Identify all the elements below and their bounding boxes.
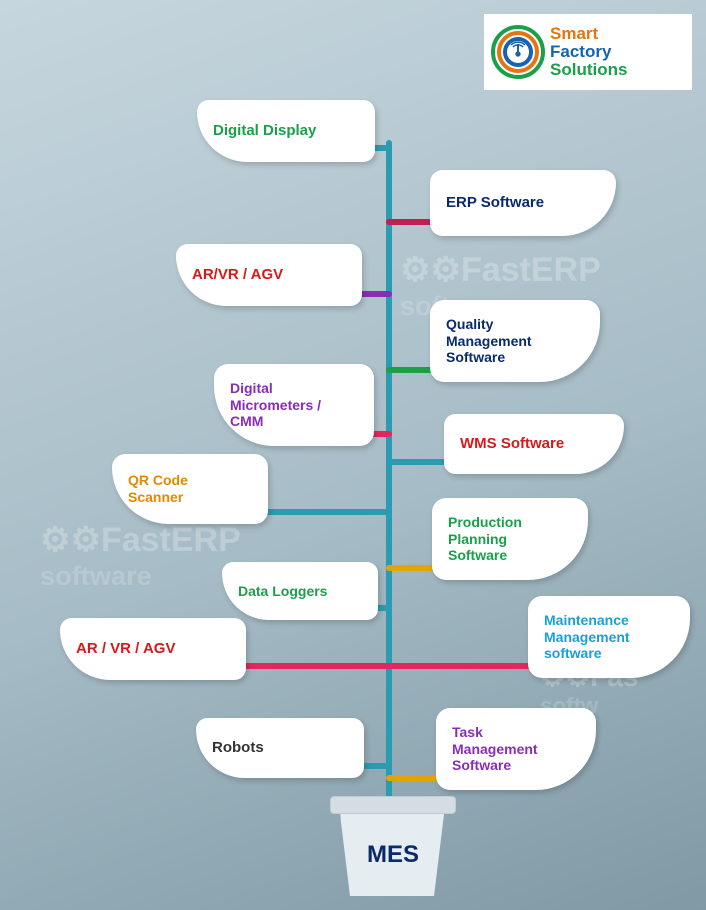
node-label: QR CodeScanner [128, 472, 188, 506]
logo-icon [490, 24, 546, 80]
node-task-mgmt: TaskManagementSoftware [436, 708, 596, 790]
node-label: Digital Display [213, 122, 316, 140]
node-label: ERP Software [446, 194, 544, 212]
root-pot: MES [330, 796, 456, 897]
node-label: TaskManagementSoftware [452, 724, 538, 774]
diagram-canvas: ⚙⚙FastERPsoftware⚙⚙FastERPsoftware⚙⚙Fass… [0, 0, 706, 910]
tree-stem [386, 140, 392, 800]
node-label: QualityManagementSoftware [446, 316, 532, 366]
node-label: AR/VR / AGV [192, 266, 283, 284]
pot-rim [330, 796, 456, 814]
connector [238, 663, 392, 669]
pot-body: MES [340, 814, 446, 897]
node-label: MaintenanceManagementsoftware [544, 612, 630, 662]
root-label: MES [367, 841, 419, 869]
node-production-planning: ProductionPlanningSoftware [432, 498, 588, 580]
node-label: Data Loggers [238, 583, 327, 600]
node-robots: Robots [196, 718, 364, 778]
logo-text: Smart Factory Solutions [550, 25, 627, 79]
node-digital-display: Digital Display [197, 100, 375, 162]
node-qr-code-scanner: QR CodeScanner [112, 454, 268, 524]
node-ar-vr-agv-1: AR/VR / AGV [176, 244, 362, 306]
node-label: DigitalMicrometers /CMM [230, 380, 321, 430]
node-label: ProductionPlanningSoftware [448, 514, 522, 564]
connector [386, 663, 536, 669]
node-label: WMS Software [460, 435, 564, 453]
node-maintenance-mgmt: MaintenanceManagementsoftware [528, 596, 690, 678]
node-data-loggers: Data Loggers [222, 562, 378, 620]
connector [260, 509, 392, 515]
node-label: AR / VR / AGV [76, 640, 175, 658]
node-wms-software: WMS Software [444, 414, 624, 474]
connector [386, 459, 452, 465]
logo: Smart Factory Solutions [484, 14, 692, 90]
node-label: Robots [212, 739, 264, 757]
node-quality-mgmt: QualityManagementSoftware [430, 300, 600, 382]
node-ar-vr-agv-2: AR / VR / AGV [60, 618, 246, 680]
node-erp-software: ERP Software [430, 170, 616, 236]
node-digital-micrometers: DigitalMicrometers /CMM [214, 364, 374, 446]
watermark: ⚙⚙FastERPsoftware [40, 520, 241, 592]
